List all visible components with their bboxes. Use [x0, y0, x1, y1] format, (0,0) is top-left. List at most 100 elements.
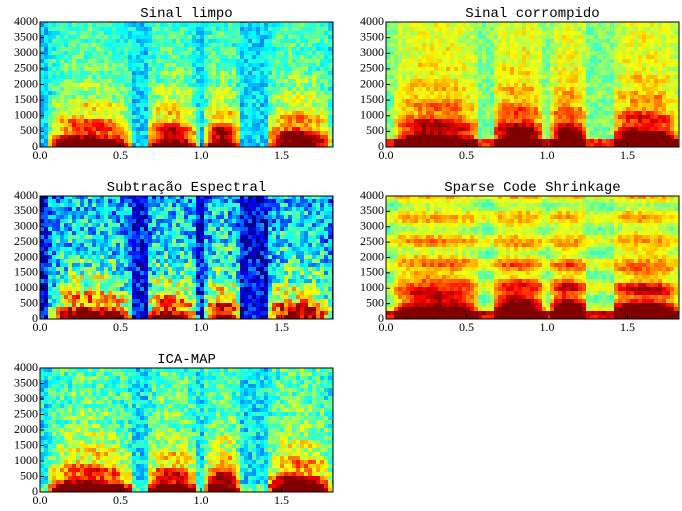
spectrogram-cell: [486, 75, 490, 79]
spectrogram-cell: [570, 139, 574, 143]
spectrogram-cell: [502, 111, 506, 115]
spectrogram-cell: [232, 103, 236, 107]
spectrogram-cell: [176, 83, 180, 87]
spectrogram-cell: [196, 99, 200, 103]
spectrogram-cell: [92, 111, 96, 115]
spectrogram-cell: [634, 71, 638, 75]
spectrogram-cell: [474, 103, 478, 107]
spectrogram-cell: [598, 83, 602, 87]
spectrogram-cell: [454, 83, 458, 87]
spectrogram-cell: [92, 107, 96, 111]
spectrogram-cell: [308, 47, 312, 51]
spectrogram-cell: [622, 71, 626, 75]
spectrogram-cell: [160, 95, 164, 99]
spectrogram-cell: [268, 111, 272, 115]
spectrogram-cell: [398, 23, 402, 27]
spectrogram-cell: [48, 291, 52, 295]
spectrogram-cell: [434, 99, 438, 103]
spectrogram-cell: [462, 87, 466, 91]
spectrogram-cell: [280, 71, 284, 75]
spectrogram-cell: [252, 103, 256, 107]
spectrogram-cell: [410, 107, 414, 111]
spectrogram-cell: [44, 259, 48, 263]
spectrogram-cell: [164, 71, 168, 75]
spectrogram-cell: [140, 39, 144, 43]
spectrogram-cell: [136, 75, 140, 79]
spectrogram-cell: [164, 59, 168, 63]
spectrogram-cell: [666, 119, 670, 123]
spectrogram-cell: [320, 35, 324, 39]
spectrogram-cell: [104, 55, 108, 59]
spectrogram-cell: [562, 99, 566, 103]
spectrogram-cell: [506, 99, 510, 103]
spectrogram-cell: [44, 315, 48, 319]
spectrogram-cell: [494, 59, 498, 63]
spectrogram-cell: [606, 55, 610, 59]
spectrogram-cell: [482, 47, 486, 51]
spectrogram-cell: [566, 79, 570, 83]
spectrogram-cell: [108, 35, 112, 39]
spectrogram-cell: [116, 79, 120, 83]
spectrogram-cell: [674, 123, 678, 127]
spectrogram-cell: [582, 35, 586, 39]
spectrogram-cell: [156, 111, 160, 115]
spectrogram-cell: [538, 143, 542, 147]
spectrogram-cell: [268, 115, 272, 119]
spectrogram-cell: [160, 107, 164, 111]
spectrogram-cell: [390, 139, 394, 143]
spectrogram-cell: [252, 115, 256, 119]
spectrogram-cell: [240, 27, 244, 31]
spectrogram-cell: [44, 279, 48, 283]
spectrogram-cell: [92, 43, 96, 47]
spectrogram-cell: [654, 47, 658, 51]
spectrogram-cell: [654, 35, 658, 39]
spectrogram-cell: [44, 103, 48, 107]
spectrogram-cell: [622, 111, 626, 115]
spectrogram-cell: [486, 87, 490, 91]
spectrogram-cell: [56, 223, 60, 227]
spectrogram-cell: [442, 123, 446, 127]
spectrogram-cell: [450, 131, 454, 135]
spectrogram-cell: [394, 127, 398, 131]
spectrogram-cell: [40, 231, 44, 235]
spectrogram-cell: [622, 95, 626, 99]
spectrogram-cell: [156, 27, 160, 31]
spectrogram-cell: [450, 139, 454, 143]
spectrogram-cell: [618, 79, 622, 83]
spectrogram-cell: [658, 79, 662, 83]
spectrogram-cell: [168, 99, 172, 103]
spectrogram-cell: [124, 27, 128, 31]
spectrogram-cell: [148, 103, 152, 107]
spectrogram-cell: [64, 311, 68, 315]
spectrogram-cell: [566, 71, 570, 75]
spectrogram-cell: [562, 75, 566, 79]
spectrogram-cell: [328, 103, 332, 107]
spectrogram-cell: [64, 123, 68, 127]
spectrogram-cell: [40, 47, 44, 51]
spectrogram-cell: [252, 123, 256, 127]
spectrogram-cell: [160, 75, 164, 79]
spectrogram-cell: [224, 103, 228, 107]
spectrogram-cell: [506, 59, 510, 63]
x-tick-label: 0.0: [33, 148, 48, 162]
spectrogram-cell: [324, 127, 328, 131]
spectrogram-cell: [490, 139, 494, 143]
spectrogram-cell: [630, 43, 634, 47]
spectrogram-cell: [88, 39, 92, 43]
spectrogram-cell: [244, 43, 248, 47]
spectrogram-cell: [470, 107, 474, 111]
spectrogram-cell: [96, 99, 100, 103]
spectrogram-cell: [670, 39, 674, 43]
spectrogram-cell: [586, 63, 590, 67]
spectrogram-cell: [160, 63, 164, 67]
spectrogram-cell: [546, 39, 550, 43]
spectrogram-cell: [454, 87, 458, 91]
spectrogram-cell: [88, 23, 92, 27]
spectrogram-cell: [272, 35, 276, 39]
spectrogram-cell: [410, 47, 414, 51]
spectrogram-cell: [48, 283, 52, 287]
spectrogram-cell: [252, 63, 256, 67]
spectrogram-cell: [614, 47, 618, 51]
spectrogram-cell: [44, 283, 48, 287]
